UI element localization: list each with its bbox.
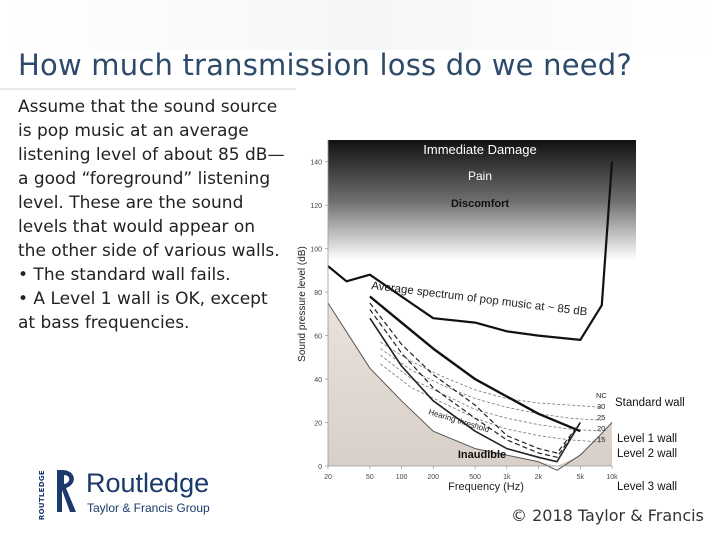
body-bullet-standard-wall: • The standard wall fails. bbox=[18, 265, 231, 285]
region-label-inaudible: Inaudible bbox=[458, 449, 506, 461]
x-tick-label-500: 500 bbox=[469, 474, 481, 481]
y-tick-label-80: 80 bbox=[314, 290, 322, 297]
y-tick-label-100: 100 bbox=[310, 247, 322, 254]
nc-curve-15 bbox=[380, 363, 602, 443]
y-ticks: 0 20 40 60 80 100 120 140 bbox=[310, 160, 328, 471]
x-tick-label-100: 100 bbox=[396, 474, 408, 481]
title-band bbox=[0, 0, 720, 50]
nc-label-15: 15 bbox=[597, 435, 605, 444]
x-tick-label-20: 20 bbox=[324, 474, 332, 481]
series-lines bbox=[327, 161, 614, 471]
nc-curves bbox=[380, 341, 602, 443]
legend-level1-wall: Level 1 wall bbox=[617, 433, 677, 445]
x-tick-label-50: 50 bbox=[366, 474, 374, 481]
x-tick-label-200: 200 bbox=[427, 474, 439, 481]
x-tick-label-2k: 2k bbox=[535, 474, 543, 481]
y-tick-label-20: 20 bbox=[314, 421, 322, 428]
x-tick-label-5k: 5k bbox=[577, 474, 585, 481]
region-label-pain: Pain bbox=[468, 169, 492, 183]
level1-wall-line bbox=[369, 302, 581, 454]
standard-wall-line bbox=[369, 295, 581, 433]
logo-vertical-text: ROUTLEDGE bbox=[38, 470, 46, 521]
nc-label-25: 25 bbox=[597, 413, 605, 422]
level2-wall-line bbox=[369, 309, 581, 458]
legend-standard-wall: Standard wall bbox=[615, 397, 685, 409]
nc-curve-30 bbox=[380, 341, 602, 408]
x-ticks: 20 50 100 200 500 1k 2k 5k 10k bbox=[324, 466, 618, 481]
y-tick-label-40: 40 bbox=[314, 377, 322, 384]
x-tick-label-1k: 1k bbox=[503, 474, 511, 481]
nc-curve-20 bbox=[380, 354, 602, 432]
pop-music-spectrum-line bbox=[327, 161, 614, 341]
nc-label-20: 20 bbox=[597, 424, 605, 433]
nc-label-30: 30 bbox=[597, 402, 605, 411]
region-label-discomfort: Discomfort bbox=[451, 198, 509, 210]
y-axis-label: Sound pressure level (dB) bbox=[297, 246, 308, 362]
level3-wall-line bbox=[369, 317, 581, 463]
logo-name: Routledge bbox=[86, 468, 210, 498]
legend-level2-wall: Level 2 wall bbox=[617, 448, 677, 460]
legend-level3-wall: Level 3 wall bbox=[617, 481, 677, 493]
nc-labels: NC 30 25 20 15 bbox=[596, 391, 607, 444]
hearing-threshold-line bbox=[327, 302, 613, 471]
slide-title: How much transmission loss do we need? bbox=[18, 48, 632, 82]
body-paragraph: Assume that the sound source is pop musi… bbox=[18, 97, 285, 261]
y-tick-label-0: 0 bbox=[318, 464, 322, 471]
wall-legend: Standard wall Level 1 wall Level 2 wall … bbox=[615, 397, 685, 493]
y-tick-label-60: 60 bbox=[314, 334, 322, 341]
nc-label-title: NC bbox=[596, 391, 607, 400]
routledge-r-icon bbox=[57, 470, 76, 512]
y-tick-label-140: 140 bbox=[310, 160, 322, 167]
x-axis-label: Frequency (Hz) bbox=[448, 481, 524, 493]
inaudible-region bbox=[328, 303, 612, 466]
logo-subtitle: Taylor & Francis Group bbox=[87, 501, 210, 515]
x-tick-label-10k: 10k bbox=[606, 474, 618, 481]
body-bullet-level1-wall: • A Level 1 wall is OK, except at bass f… bbox=[18, 289, 268, 333]
copyright: © 2018 Taylor & Francis bbox=[511, 506, 704, 525]
y-tick-label-120: 120 bbox=[310, 203, 322, 210]
body-text: Assume that the sound source is pop musi… bbox=[18, 95, 288, 335]
region-label-damage: Immediate Damage bbox=[423, 142, 536, 157]
danger-zone bbox=[328, 140, 636, 260]
